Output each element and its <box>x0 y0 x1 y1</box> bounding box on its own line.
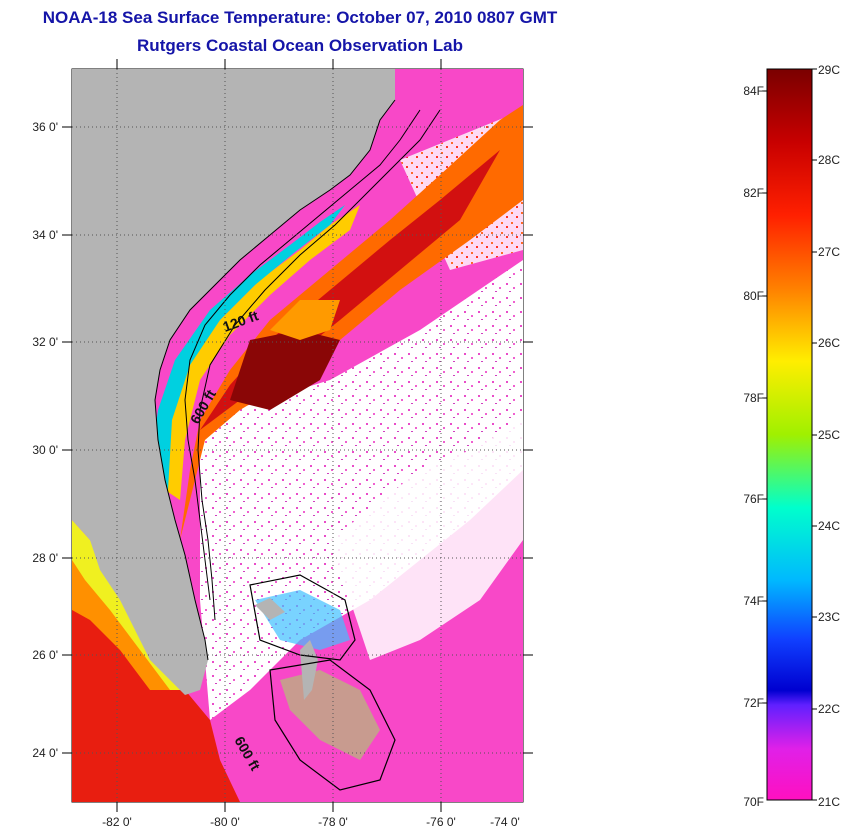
grand-bahama-island <box>255 598 285 620</box>
map-subtitle: Rutgers Coastal Ocean Observation Lab <box>137 36 463 55</box>
cloud-cover-east <box>330 420 523 660</box>
isobath-great-bahama <box>269 659 396 791</box>
sst-map: 120 ft 600 ft 600 ft <box>72 69 523 802</box>
colorbar-ticks <box>762 68 817 801</box>
colorbar <box>766 68 813 801</box>
lat-label-30: 30 0' <box>32 443 58 457</box>
land-us-southeast <box>72 69 395 695</box>
colorbar-label-80f: 80F <box>743 289 764 303</box>
colorbar-label-29c: 29C <box>818 63 840 77</box>
lat-label-36: 36 0' <box>32 120 58 134</box>
bahama-bank-little <box>255 590 350 650</box>
isobath-600ft <box>197 109 441 621</box>
colorbar-label-76f: 76F <box>743 492 764 506</box>
lat-label-32: 32 0' <box>32 335 58 349</box>
colorbar-label-82f: 82F <box>743 186 764 200</box>
coastal-band-cyan <box>150 205 345 490</box>
colorbar-label-25c: 25C <box>818 428 840 442</box>
coastline <box>154 99 396 661</box>
lon-label-76: -76 0' <box>426 815 456 829</box>
colorbar-label-72f: 72F <box>743 696 764 710</box>
lon-label-82: -82 0' <box>102 815 132 829</box>
colorbar-label-26c: 26C <box>818 336 840 350</box>
colorbar-label-23c: 23C <box>818 610 840 624</box>
colorbar-label-27c: 27C <box>818 245 840 259</box>
lat-label-28: 28 0' <box>32 551 58 565</box>
lon-label-80: -80 0' <box>210 815 240 829</box>
lon-label-78: -78 0' <box>318 815 348 829</box>
lat-label-26: 26 0' <box>32 648 58 662</box>
colorbar-label-70f: 70F <box>743 795 764 809</box>
colorbar-label-21c: 21C <box>818 795 840 809</box>
gulf-stream-hot-spot <box>230 330 340 410</box>
map-tick-marks <box>62 59 533 812</box>
lat-label-34: 34 0' <box>32 228 58 242</box>
lat-label-24: 24 0' <box>32 746 58 760</box>
isobath-little-bahama <box>249 574 356 661</box>
colorbar-label-74f: 74F <box>743 594 764 608</box>
map-title: NOAA-18 Sea Surface Temperature: October… <box>42 8 558 27</box>
colorbar-label-24c: 24C <box>818 519 840 533</box>
coastal-band-yellow <box>150 205 360 500</box>
colorbar-label-84f: 84F <box>743 84 764 98</box>
lon-label-74: -74 0' <box>490 815 520 829</box>
colorbar-label-28c: 28C <box>818 153 840 167</box>
warm-eddy <box>270 300 340 340</box>
colorbar-label-78f: 78F <box>743 391 764 405</box>
colorbar-label-22c: 22C <box>818 702 840 716</box>
isobath-120ft <box>184 109 421 601</box>
